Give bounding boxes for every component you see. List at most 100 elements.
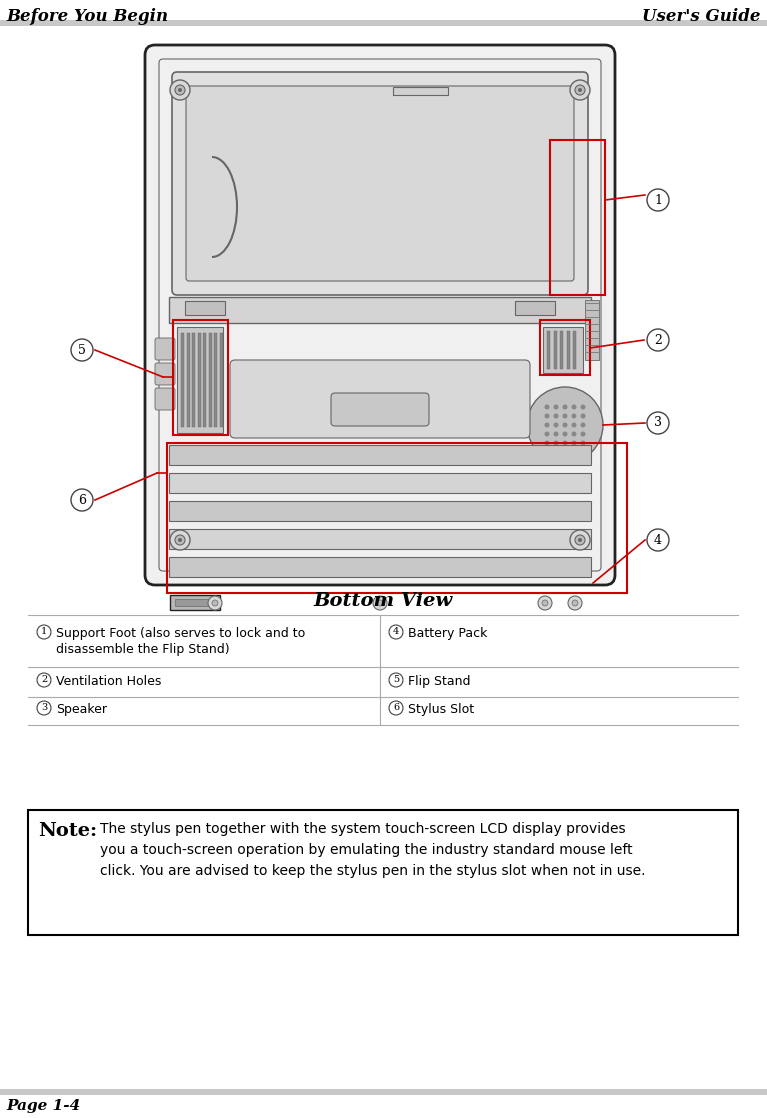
Bar [209, 333, 212, 427]
Circle shape [570, 530, 590, 550]
Bar [169, 473, 591, 493]
Bar [173, 320, 228, 435]
Bar [543, 326, 583, 373]
Text: 5: 5 [393, 675, 399, 684]
Circle shape [37, 673, 51, 686]
Circle shape [575, 85, 585, 95]
Bar [515, 301, 555, 315]
FancyBboxPatch shape [172, 72, 588, 295]
Circle shape [562, 440, 568, 445]
Circle shape [568, 596, 582, 610]
Text: Speaker: Speaker [56, 703, 107, 716]
FancyBboxPatch shape [155, 363, 175, 385]
Text: disassemble the Flip Stand): disassemble the Flip Stand) [56, 643, 229, 656]
FancyBboxPatch shape [230, 360, 530, 438]
Text: 5: 5 [78, 343, 86, 357]
Circle shape [377, 600, 383, 606]
Circle shape [570, 80, 590, 100]
Text: Support Foot (also serves to lock and to: Support Foot (also serves to lock and to [56, 627, 305, 639]
Circle shape [571, 405, 577, 409]
Circle shape [208, 596, 222, 610]
Bar [547, 331, 550, 369]
Circle shape [37, 701, 51, 716]
Bar [0, 1089, 767, 1095]
Bar [185, 301, 225, 315]
Text: Battery Pack: Battery Pack [408, 627, 487, 639]
Circle shape [71, 339, 93, 361]
Text: Note:: Note: [38, 822, 97, 840]
Circle shape [175, 85, 185, 95]
Bar [540, 320, 590, 375]
Text: 4: 4 [654, 533, 662, 547]
FancyBboxPatch shape [331, 394, 429, 426]
Bar [560, 331, 563, 369]
Circle shape [571, 423, 577, 427]
Bar [554, 331, 557, 369]
Circle shape [373, 596, 387, 610]
Text: Ventilation Holes: Ventilation Holes [56, 675, 161, 688]
Bar [585, 300, 599, 360]
Text: The stylus pen together with the system touch-screen LCD display provides
you a : The stylus pen together with the system … [100, 822, 646, 879]
Text: 1: 1 [41, 627, 47, 636]
Bar [0, 20, 767, 26]
Circle shape [178, 88, 182, 92]
FancyBboxPatch shape [186, 86, 574, 281]
Circle shape [581, 423, 585, 427]
Text: Flip Stand: Flip Stand [408, 675, 470, 688]
Circle shape [562, 405, 568, 409]
Circle shape [175, 536, 185, 544]
Circle shape [581, 432, 585, 436]
Text: 3: 3 [41, 703, 47, 712]
Bar [186, 333, 189, 427]
Circle shape [71, 489, 93, 511]
Bar [550, 140, 605, 295]
Bar [169, 501, 591, 521]
Circle shape [170, 530, 190, 550]
Circle shape [178, 538, 182, 542]
Circle shape [545, 423, 549, 427]
Bar [197, 333, 200, 427]
Circle shape [581, 405, 585, 409]
Circle shape [571, 414, 577, 418]
Circle shape [647, 189, 669, 211]
Circle shape [170, 80, 190, 100]
Text: 1: 1 [654, 193, 662, 207]
Bar [203, 333, 206, 427]
Text: 6: 6 [393, 703, 399, 712]
Circle shape [647, 329, 669, 351]
Bar [169, 557, 591, 577]
Circle shape [37, 625, 51, 639]
Bar [169, 529, 591, 549]
Circle shape [554, 423, 558, 427]
Circle shape [554, 432, 558, 436]
Text: Page 1-4: Page 1-4 [6, 1099, 81, 1114]
Text: User's Guide: User's Guide [643, 8, 761, 25]
Bar [393, 87, 447, 95]
Circle shape [571, 432, 577, 436]
Circle shape [581, 414, 585, 418]
Text: Bottom View: Bottom View [314, 593, 453, 610]
Circle shape [545, 440, 549, 445]
Circle shape [212, 600, 218, 606]
Circle shape [545, 414, 549, 418]
Text: 2: 2 [654, 333, 662, 347]
Circle shape [562, 423, 568, 427]
Circle shape [562, 414, 568, 418]
Bar [192, 333, 195, 427]
Bar [177, 326, 223, 433]
Circle shape [647, 529, 669, 551]
Text: Stylus Slot: Stylus Slot [408, 703, 474, 716]
Circle shape [545, 432, 549, 436]
Text: 3: 3 [654, 417, 662, 429]
Circle shape [545, 405, 549, 409]
Circle shape [554, 405, 558, 409]
Circle shape [647, 413, 669, 434]
Text: Before You Begin: Before You Begin [6, 8, 168, 25]
Circle shape [554, 440, 558, 445]
Bar [167, 443, 627, 593]
Circle shape [578, 88, 582, 92]
Circle shape [562, 432, 568, 436]
FancyBboxPatch shape [155, 338, 175, 360]
Circle shape [572, 600, 578, 606]
Bar [567, 331, 570, 369]
